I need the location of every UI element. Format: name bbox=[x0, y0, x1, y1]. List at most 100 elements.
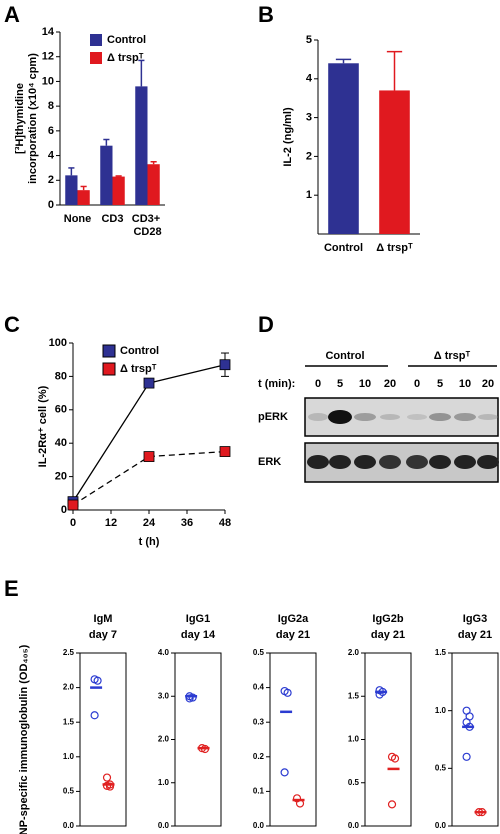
y-tick-label: 0 bbox=[48, 199, 54, 211]
y-tick-label: 2 bbox=[48, 174, 54, 186]
y-tick-label: 0.2 bbox=[253, 752, 265, 761]
y-tick-label: 6 bbox=[48, 125, 54, 137]
legend-label: Control bbox=[107, 34, 146, 46]
y-tick-label: 10 bbox=[42, 75, 54, 87]
bar bbox=[328, 63, 359, 234]
chart-subtitle: day 14 bbox=[181, 629, 216, 641]
band bbox=[406, 455, 428, 469]
legend-label: Control bbox=[120, 345, 159, 357]
y-axis-label: IL-2Rα⁺ cell (%) bbox=[37, 385, 49, 467]
row-label: pERK bbox=[258, 411, 288, 423]
bar bbox=[112, 176, 125, 205]
point bbox=[105, 782, 115, 791]
panel-letter: E bbox=[4, 576, 19, 601]
band bbox=[407, 414, 427, 420]
point bbox=[462, 752, 471, 761]
time: 10 bbox=[459, 378, 471, 390]
band bbox=[454, 455, 476, 469]
legend-label: Δ trspᵀ bbox=[120, 363, 157, 375]
y-tick-label: 40 bbox=[55, 437, 67, 449]
y-tick-label: 1 bbox=[306, 189, 312, 201]
point bbox=[390, 754, 400, 763]
y-tick-label: 1.0 bbox=[158, 778, 170, 787]
y-tick-label: 0.1 bbox=[253, 787, 265, 796]
y-tick-label: 12 bbox=[42, 51, 54, 63]
point bbox=[93, 676, 102, 685]
y-tick-label: 0.0 bbox=[253, 821, 265, 830]
y-tick-label: 1.5 bbox=[435, 648, 447, 657]
y-tick-label: 14 bbox=[42, 26, 55, 38]
band bbox=[379, 455, 401, 469]
y-tick-label: 0.0 bbox=[435, 821, 447, 830]
time: 5 bbox=[337, 378, 343, 390]
band bbox=[354, 455, 376, 469]
y-tick-label: 5 bbox=[306, 34, 312, 46]
chart-subtitle: day 21 bbox=[276, 629, 310, 641]
y-tick-label: 3.0 bbox=[158, 691, 170, 700]
x-tick-label: 24 bbox=[143, 517, 156, 529]
y-tick-label: 4 bbox=[48, 149, 55, 161]
time: 5 bbox=[437, 378, 443, 390]
band bbox=[354, 413, 376, 421]
point bbox=[102, 773, 112, 782]
point bbox=[283, 688, 292, 697]
y-tick-label: 4 bbox=[306, 73, 313, 85]
band bbox=[477, 455, 499, 469]
marker bbox=[219, 359, 231, 371]
y-axis-label: NP-specific immunoglobulin (OD₄₀₅) bbox=[18, 644, 30, 834]
legend-swatch bbox=[90, 34, 102, 46]
y-tick-label: 8 bbox=[48, 100, 54, 112]
y-tick-label: 3 bbox=[306, 112, 312, 124]
x-tick-label: 0 bbox=[70, 517, 76, 529]
x-axis-label: t (h) bbox=[139, 536, 160, 548]
plot-frame bbox=[364, 652, 412, 827]
plot-frame bbox=[174, 652, 222, 827]
marker bbox=[143, 451, 155, 462]
y-tick-label: 0.5 bbox=[435, 763, 447, 772]
western-blot: Control Δ trspᵀ t (min): 0 5 10 20 0 5 1… bbox=[258, 350, 499, 483]
y-tick-label: 0.0 bbox=[63, 821, 75, 830]
chart-title: IgG2a bbox=[278, 613, 309, 625]
band bbox=[328, 410, 352, 424]
point bbox=[280, 768, 289, 777]
time: 10 bbox=[359, 378, 371, 390]
y-tick-label: 0 bbox=[61, 504, 67, 516]
panel-letter: C bbox=[4, 312, 20, 337]
y-tick-label: 0.5 bbox=[63, 787, 75, 796]
time: 20 bbox=[384, 378, 396, 390]
panel-letter: D bbox=[258, 312, 274, 337]
band bbox=[478, 414, 498, 420]
point bbox=[90, 711, 99, 720]
y-tick-label: 2.0 bbox=[63, 683, 75, 692]
panel-letter: A bbox=[4, 2, 20, 27]
x-tick-label: 12 bbox=[105, 517, 117, 529]
y-tick-label: 0.0 bbox=[348, 821, 360, 830]
bar bbox=[77, 190, 90, 205]
band bbox=[429, 455, 451, 469]
y-axis-label: [³H]thymidine bbox=[14, 83, 26, 154]
x-tick-label: 48 bbox=[219, 517, 231, 529]
chart-title: IgM bbox=[94, 613, 113, 625]
plot-frame bbox=[79, 652, 127, 827]
band bbox=[454, 413, 476, 421]
y-tick-label: 2 bbox=[306, 150, 312, 162]
x-tick-label: Δ trspᵀ bbox=[376, 242, 413, 254]
y-tick-label: 1.0 bbox=[63, 752, 75, 761]
x-tick-label: None bbox=[64, 213, 92, 225]
chart-subtitle: day 21 bbox=[458, 629, 492, 641]
legend-label: Δ trspᵀ bbox=[107, 52, 144, 64]
x-tick-label: CD3 bbox=[101, 213, 123, 225]
band bbox=[429, 413, 451, 421]
marker bbox=[67, 499, 79, 511]
y-tick-label: 100 bbox=[49, 337, 67, 349]
y-tick-label: 1.0 bbox=[435, 706, 447, 715]
bar bbox=[135, 86, 148, 205]
time: 20 bbox=[482, 378, 494, 390]
time: 0 bbox=[414, 378, 420, 390]
y-tick-label: 0.4 bbox=[253, 683, 265, 692]
marker bbox=[219, 446, 231, 457]
chart-subtitle: day 21 bbox=[371, 629, 405, 641]
y-tick-label: 0.5 bbox=[348, 778, 360, 787]
